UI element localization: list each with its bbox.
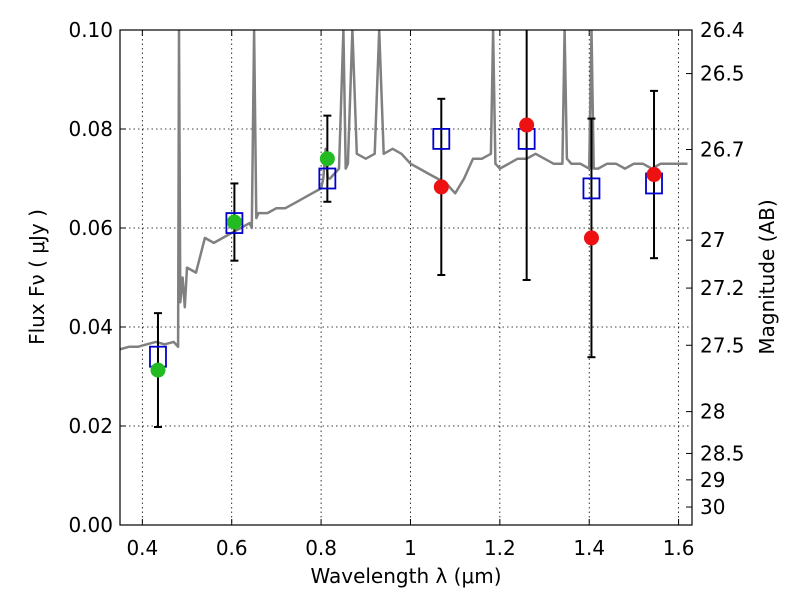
y-axis-label: Flux Fν ( μJy ) — [25, 209, 49, 345]
right-axis-label: Magnitude (AB) — [755, 199, 779, 354]
right-tick-label: 26.5 — [700, 62, 745, 86]
y-tick-label: 0.06 — [68, 216, 113, 240]
observed-point — [226, 214, 242, 230]
x-tick-label: 1.2 — [484, 536, 516, 560]
observed-point — [583, 230, 599, 246]
observed-point — [150, 362, 166, 378]
model-band-square — [582, 177, 601, 200]
right-tick-label: 27.5 — [700, 333, 745, 357]
right-tick-label: 28 — [700, 400, 725, 424]
x-axis-label: Wavelength λ (μm) — [310, 564, 501, 588]
observed-point — [646, 167, 662, 183]
right-tick-label: 28.5 — [700, 441, 745, 465]
y-tick-label: 0.00 — [68, 513, 113, 537]
y-tick-label: 0.04 — [68, 315, 113, 339]
x-tick-label: 0.4 — [126, 536, 158, 560]
right-tick-label: 29 — [700, 468, 725, 492]
markers-layer — [149, 30, 663, 428]
right-tick-label: 30 — [700, 495, 725, 519]
grid-layer — [120, 30, 692, 525]
observed-point — [319, 151, 335, 167]
right-tick-label: 26.7 — [700, 138, 745, 162]
model-sed-line — [120, 30, 688, 351]
observed-point — [519, 117, 535, 133]
x-tick-label: 1.4 — [573, 536, 605, 560]
right-tick-label: 27.2 — [700, 276, 745, 300]
plot-frame — [119, 29, 693, 526]
y-tick-label: 0.10 — [68, 18, 113, 42]
observed-point — [433, 179, 449, 195]
x-tick-label: 1.6 — [663, 536, 695, 560]
model-band-square — [225, 212, 244, 234]
model-band-square — [432, 127, 451, 150]
model-band-square — [318, 167, 337, 190]
ticks-layer: 0.4 0.6 0.8 1 1.2 1.4 1.6 0.00 0.02 0.04 0.06 0.08 0… — [68, 18, 744, 560]
model-sed-layer — [120, 30, 688, 351]
x-tick-label: 1 — [404, 536, 417, 560]
x-tick-label: 0.6 — [216, 536, 248, 560]
y-tick-label: 0.02 — [68, 414, 113, 438]
y-tick-label: 0.08 — [68, 117, 113, 141]
right-tick-label: 27 — [700, 228, 725, 252]
right-tick-label: 26.4 — [700, 18, 745, 42]
x-tick-label: 0.8 — [305, 536, 337, 560]
